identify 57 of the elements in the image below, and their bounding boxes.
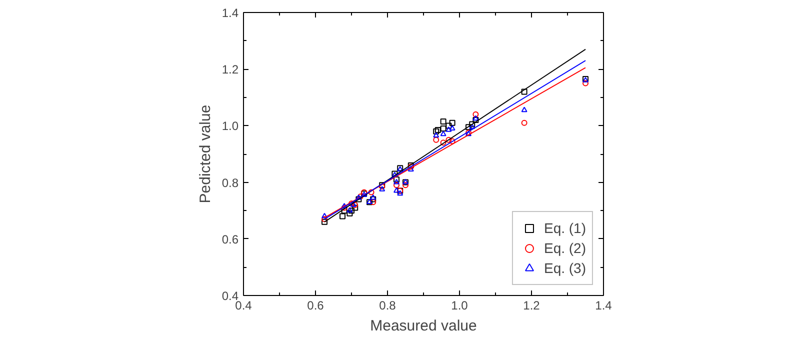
point xyxy=(466,124,472,130)
x-tick-label: 1.0 xyxy=(451,298,468,312)
x-tick-label: 1.4 xyxy=(595,298,612,312)
x-tick-label: 1.2 xyxy=(523,298,540,312)
point xyxy=(394,187,400,193)
point xyxy=(402,182,408,188)
point xyxy=(521,106,528,112)
point xyxy=(394,182,400,188)
point xyxy=(469,121,476,128)
legend-label: Eq. (2) xyxy=(544,240,586,256)
y-tick-label: 0.6 xyxy=(222,232,239,246)
y-tick-label: 1.2 xyxy=(222,62,239,77)
point xyxy=(370,196,376,202)
point xyxy=(408,166,414,172)
x-axis-title: Measured value xyxy=(370,318,477,334)
point xyxy=(449,120,456,126)
x-tick-label: 0.6 xyxy=(307,298,324,312)
point xyxy=(394,176,400,182)
point xyxy=(346,210,353,216)
point xyxy=(472,117,479,124)
point xyxy=(446,122,452,129)
point xyxy=(341,202,348,208)
x-tick-label: 0.8 xyxy=(379,298,396,312)
point xyxy=(440,118,446,124)
point xyxy=(340,213,346,220)
point xyxy=(521,120,528,126)
legend-label: Eq. (3) xyxy=(544,260,586,276)
point xyxy=(341,204,348,211)
point xyxy=(370,199,376,206)
point xyxy=(397,190,404,196)
point xyxy=(356,196,362,202)
point xyxy=(582,80,588,86)
point xyxy=(449,138,456,144)
y-tick-label: 0.8 xyxy=(222,176,239,190)
point xyxy=(440,130,446,136)
point xyxy=(394,178,400,184)
point xyxy=(368,189,374,196)
legend-label: Eq. (1) xyxy=(544,220,586,236)
point xyxy=(449,125,456,130)
point xyxy=(469,124,476,130)
point xyxy=(433,132,440,138)
point xyxy=(521,88,528,95)
point xyxy=(472,115,479,121)
point xyxy=(440,126,446,132)
y-axis-title: Pedicted value xyxy=(196,104,214,204)
point xyxy=(322,218,328,225)
point xyxy=(446,136,452,143)
point xyxy=(322,212,328,218)
point xyxy=(446,126,452,132)
point xyxy=(352,204,358,211)
x-tick-label: 0.4 xyxy=(235,298,252,312)
point xyxy=(472,111,479,118)
point xyxy=(341,208,348,214)
y-tick-label: 1.0 xyxy=(222,119,239,134)
point xyxy=(370,194,376,200)
y-tick-label: 1.4 xyxy=(222,6,239,20)
point xyxy=(440,140,446,146)
